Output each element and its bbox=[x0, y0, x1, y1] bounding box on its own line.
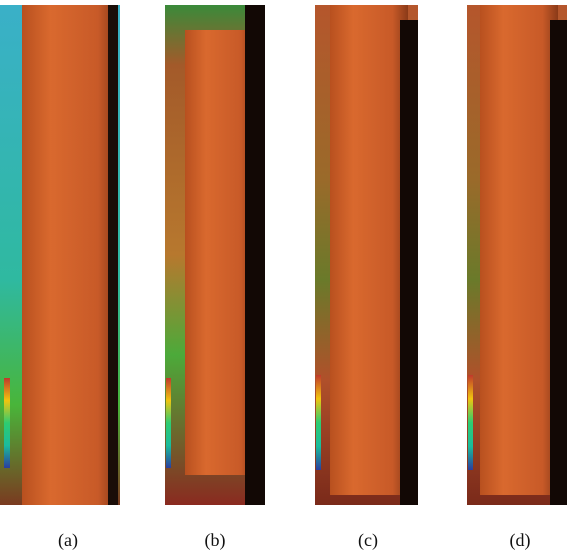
panel-label: (c) bbox=[358, 530, 378, 551]
panel-b bbox=[165, 5, 265, 505]
panel-a bbox=[0, 5, 120, 505]
panel-label: (d) bbox=[510, 530, 531, 551]
panel-label: (b) bbox=[205, 530, 226, 551]
figure: (a) (b) (c) (d) bbox=[0, 0, 567, 552]
panel-d bbox=[467, 5, 567, 505]
panel-c bbox=[315, 5, 418, 505]
panel-label: (a) bbox=[58, 530, 78, 551]
